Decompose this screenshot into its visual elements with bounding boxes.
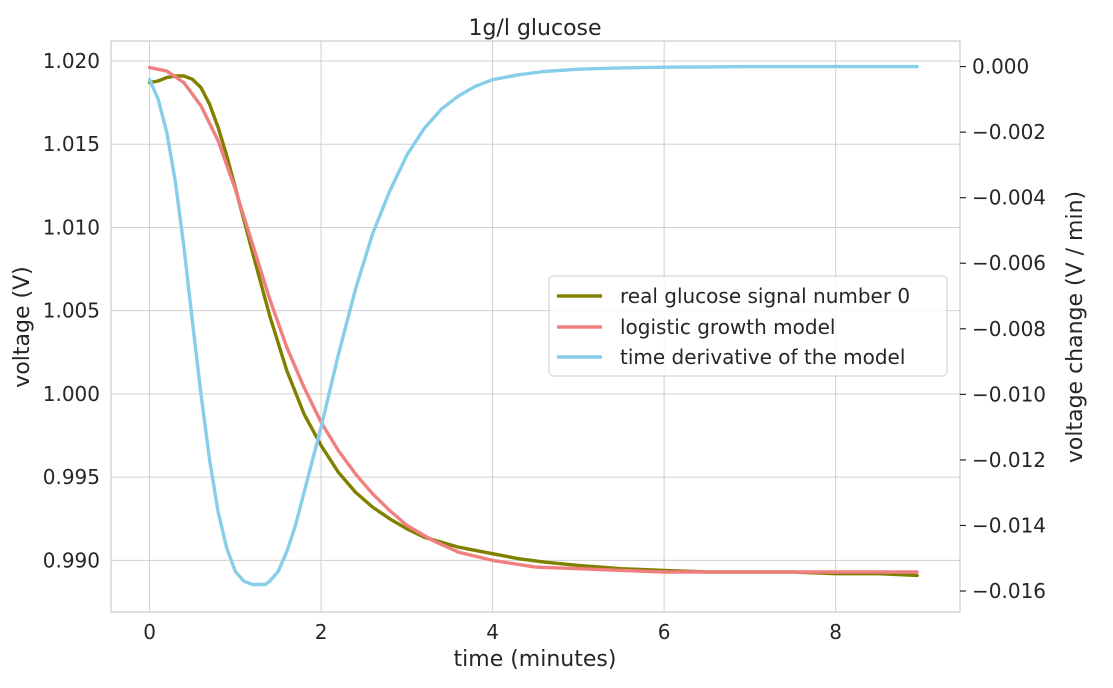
y-left-tick-label: 1.020: [43, 49, 100, 73]
legend-label-2: time derivative of the model: [620, 345, 905, 369]
series-line-1: [147, 65, 919, 574]
y-right-tick-label: 0.000: [972, 55, 1029, 79]
legend-label-0: real glucose signal number 0: [620, 284, 910, 308]
y-axis-right-label: voltage change (V / min): [1063, 191, 1088, 463]
y-right-tick-label: −0.002: [972, 120, 1046, 144]
y-right-tick-label: −0.012: [972, 448, 1046, 472]
y-right-tick-label: −0.016: [972, 579, 1046, 603]
x-tick-label: 2: [315, 620, 328, 644]
chart-title: 1g/l glucose: [468, 16, 601, 41]
x-tick-label: 6: [658, 620, 671, 644]
x-tick-label: 8: [829, 620, 842, 644]
y-right-tick-label: −0.014: [972, 513, 1046, 537]
y-right-tick-label: −0.004: [972, 186, 1046, 210]
y-left-tick-label: 1.000: [43, 382, 100, 406]
y-left-tick-label: 1.015: [43, 132, 100, 156]
y-left-tick-label: 0.995: [43, 465, 100, 489]
x-axis-label: time (minutes): [454, 647, 617, 672]
y-left-tick-label: 1.010: [43, 215, 100, 239]
plot-frame: [110, 40, 961, 613]
series-layer: [147, 64, 919, 587]
grid: [111, 41, 960, 612]
legend: real glucose signal number 0 logistic gr…: [548, 275, 948, 377]
y-right-tick-label: −0.008: [972, 317, 1046, 341]
y-left-tick-label: 1.005: [43, 299, 100, 323]
ticks: 0 2 4 6 8 0.990 0.995 1.000 1.005 1.010 1.015 1.020…: [43, 49, 1046, 644]
legend-label-1: logistic growth model: [620, 315, 835, 339]
y-axis-left-label: voltage (V): [10, 266, 35, 387]
x-tick-label: 4: [486, 620, 499, 644]
x-tick-label: 0: [143, 620, 156, 644]
y-right-tick-label: −0.010: [972, 382, 1046, 406]
series-line-2: [147, 64, 919, 587]
legend-box: [548, 275, 948, 377]
y-right-tick-label: −0.006: [972, 251, 1046, 275]
y-left-tick-label: 0.990: [43, 548, 100, 572]
